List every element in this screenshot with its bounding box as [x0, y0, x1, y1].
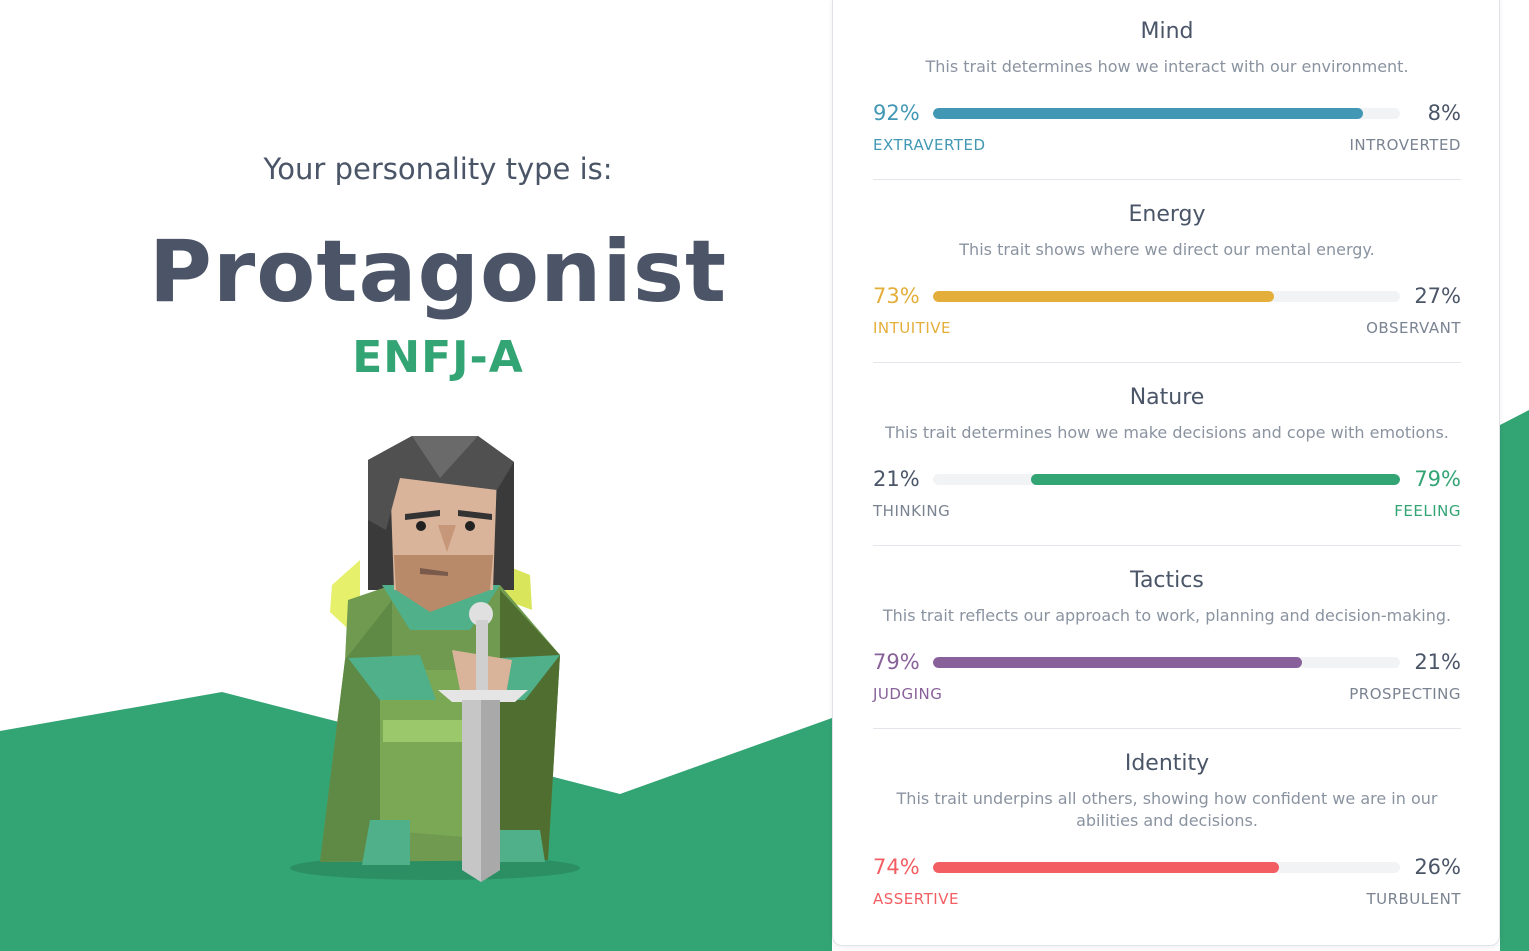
left-percentage: 73%	[873, 284, 920, 308]
trait-labels: ASSERTIVE TURBULENT	[873, 890, 1461, 912]
left-percentage: 74%	[873, 855, 920, 879]
trait-divider	[873, 545, 1461, 546]
trait-description: This trait determines how we make decisi…	[885, 423, 1449, 442]
trait-bar-row: 21% 79%	[873, 464, 1461, 494]
trait-bar-track	[933, 291, 1400, 302]
trait-description: This trait determines how we interact wi…	[925, 57, 1409, 76]
trait-bar-fill	[1031, 474, 1400, 485]
personality-type-code: ENFJ-A	[352, 332, 524, 383]
left-trait-label: ASSERTIVE	[873, 890, 959, 908]
right-percentage: 27%	[1414, 284, 1461, 308]
trait-identity: Identity This trait underpins all others,…	[873, 751, 1461, 912]
right-percentage: 8%	[1427, 101, 1461, 125]
left-percentage: 92%	[873, 101, 920, 125]
traits-panel: Mind This trait determines how we interac…	[832, 0, 1500, 946]
trait-divider	[873, 362, 1461, 363]
trait-tactics: Tactics This trait reflects our approach …	[873, 568, 1461, 707]
right-percentage: 79%	[1414, 467, 1461, 491]
trait-bar-fill	[933, 657, 1302, 668]
right-percentage: 21%	[1414, 650, 1461, 674]
trait-bar-row: 74% 26%	[873, 852, 1461, 882]
trait-description: This trait reflects our approach to work…	[882, 606, 1452, 625]
trait-labels: EXTRAVERTED INTROVERTED	[873, 136, 1461, 158]
trait-divider	[873, 728, 1461, 729]
trait-title: Mind	[1140, 19, 1194, 44]
trait-bar-track	[933, 474, 1400, 485]
left-percentage: 21%	[873, 467, 920, 491]
trait-energy: Energy This trait shows where we direct o…	[873, 202, 1461, 341]
left-trait-label: EXTRAVERTED	[873, 136, 986, 154]
trait-bar-track	[933, 862, 1400, 873]
right-trait-label: INTROVERTED	[1349, 136, 1461, 154]
personality-type-name: Protagonist	[148, 222, 728, 322]
trait-bar-row: 79% 21%	[873, 647, 1461, 677]
trait-bar-fill	[933, 291, 1274, 302]
left-trait-label: INTUITIVE	[873, 319, 952, 337]
trait-title: Tactics	[1130, 568, 1204, 593]
trait-labels: JUDGING PROSPECTING	[873, 685, 1461, 707]
right-trait-label: FEELING	[1394, 502, 1461, 520]
trait-bar-fill	[933, 862, 1279, 873]
left-percentage: 79%	[873, 650, 920, 674]
trait-bar-fill	[933, 108, 1363, 119]
trait-title: Energy	[1128, 202, 1206, 227]
trait-description: This trait shows where we direct our men…	[959, 240, 1375, 259]
trait-description: This trait underpins all others, showing…	[896, 789, 1438, 830]
intro-text: Your personality type is:	[263, 152, 613, 186]
trait-bar-track	[933, 108, 1400, 119]
right-trait-label: OBSERVANT	[1366, 319, 1461, 337]
trait-title: Nature	[1129, 385, 1205, 410]
left-trait-label: THINKING	[873, 502, 951, 520]
trait-divider	[873, 179, 1461, 180]
result-summary: Your personality type is: Protagonist EN…	[149, 152, 726, 882]
right-percentage: 26%	[1414, 855, 1461, 879]
trait-bar-track	[933, 657, 1400, 668]
trait-labels: THINKING FEELING	[873, 502, 1461, 524]
trait-bar-row: 73% 27%	[873, 281, 1461, 311]
trait-bar-row: 92% 8%	[873, 98, 1461, 128]
trait-labels: INTUITIVE OBSERVANT	[873, 319, 1461, 341]
right-trait-label: PROSPECTING	[1349, 685, 1461, 703]
trait-mind: Mind This trait determines how we interac…	[873, 19, 1461, 158]
right-trait-label: TURBULENT	[1366, 890, 1461, 908]
protagonist-illustration	[290, 436, 580, 882]
trait-title: Identity	[1124, 751, 1210, 776]
left-trait-label: JUDGING	[873, 685, 943, 703]
trait-nature: Nature This trait determines how we make …	[873, 385, 1461, 524]
